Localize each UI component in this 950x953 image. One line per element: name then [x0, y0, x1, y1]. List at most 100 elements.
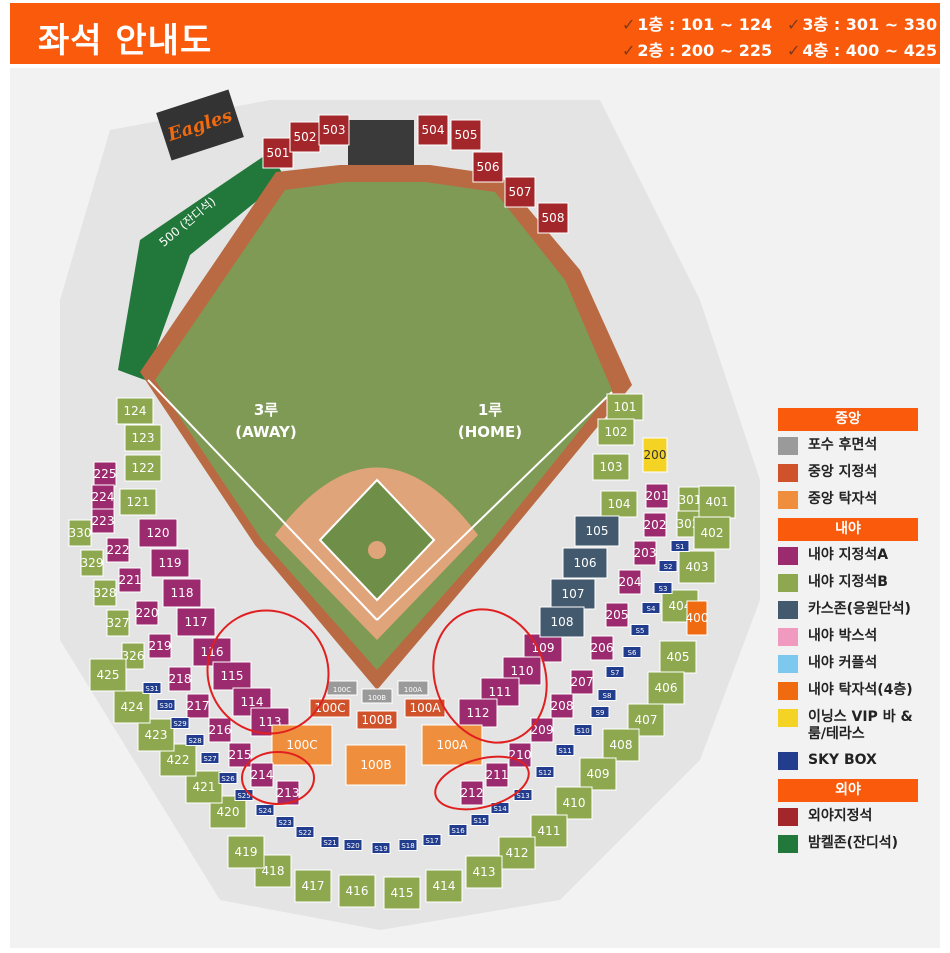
section-block[interactable]: [361, 688, 393, 704]
section-block[interactable]: [647, 671, 685, 705]
section-S26[interactable]: S26: [218, 772, 238, 784]
section-105[interactable]: 105: [574, 515, 620, 547]
section-block[interactable]: [605, 666, 625, 678]
section-block[interactable]: [465, 855, 503, 889]
section-block[interactable]: [562, 547, 608, 579]
section-block[interactable]: [276, 780, 300, 806]
section-block[interactable]: [458, 698, 498, 728]
section-block[interactable]: [618, 569, 642, 595]
section-222[interactable]: 222: [106, 537, 130, 563]
section-403[interactable]: 403: [678, 550, 716, 584]
section-block[interactable]: [116, 397, 154, 425]
section-block[interactable]: [295, 826, 315, 838]
section-block[interactable]: [383, 876, 421, 910]
bullpen-section-500[interactable]: [118, 152, 285, 380]
section-100A[interactable]: 100A: [404, 698, 446, 718]
section-201[interactable]: 201: [645, 483, 669, 509]
section-block[interactable]: [573, 724, 593, 736]
section-block[interactable]: [421, 724, 483, 766]
section-217[interactable]: 217: [186, 693, 210, 719]
section-108[interactable]: 108: [539, 606, 585, 638]
section-block[interactable]: [138, 518, 178, 548]
section-block[interactable]: [555, 744, 575, 756]
section-S17[interactable]: S17: [422, 834, 442, 846]
section-block[interactable]: [605, 602, 629, 628]
section-block[interactable]: [345, 744, 407, 786]
section-502[interactable]: 502: [289, 121, 321, 153]
section-328[interactable]: 328: [93, 579, 117, 607]
section-207[interactable]: 207: [570, 669, 594, 695]
section-416[interactable]: 416: [338, 874, 376, 908]
section-S5[interactable]: S5: [630, 624, 650, 636]
section-S28[interactable]: S28: [185, 734, 205, 746]
section-block[interactable]: [592, 453, 630, 481]
section-block[interactable]: [508, 742, 532, 768]
section-block[interactable]: [643, 512, 667, 538]
section-block[interactable]: [539, 606, 585, 638]
section-329[interactable]: 329: [80, 549, 104, 577]
section-116[interactable]: 116: [192, 637, 232, 667]
section-block[interactable]: [343, 839, 363, 851]
section-103[interactable]: 103: [592, 453, 630, 481]
section-100B[interactable]: 100B: [356, 710, 398, 730]
section-225[interactable]: 225: [93, 461, 117, 487]
section-100C[interactable]: 100C: [309, 698, 351, 718]
section-210[interactable]: 210: [508, 742, 532, 768]
section-block[interactable]: [356, 710, 398, 730]
section-221[interactable]: 221: [118, 567, 142, 593]
section-501[interactable]: 501: [262, 137, 294, 169]
section-S22[interactable]: S22: [295, 826, 315, 838]
section-block[interactable]: [590, 706, 610, 718]
section-S25[interactable]: S25: [234, 789, 254, 801]
section-block[interactable]: [504, 176, 536, 208]
section-405[interactable]: 405: [659, 640, 697, 674]
section-block[interactable]: [106, 609, 130, 637]
section-block[interactable]: [498, 836, 536, 870]
section-503[interactable]: 503: [318, 114, 350, 146]
section-block[interactable]: [597, 418, 635, 446]
section-block[interactable]: [485, 762, 509, 788]
section-block[interactable]: [630, 624, 650, 636]
section-block[interactable]: [162, 578, 202, 608]
section-408[interactable]: 408: [602, 728, 640, 762]
section-415[interactable]: 415: [383, 876, 421, 910]
section-120[interactable]: 120: [138, 518, 178, 548]
section-block[interactable]: [371, 842, 391, 854]
section-100C[interactable]: 100C: [326, 680, 358, 696]
section-401[interactable]: 401: [698, 485, 736, 519]
section-block[interactable]: [574, 515, 620, 547]
section-202[interactable]: 202: [643, 512, 667, 538]
section-417[interactable]: 417: [294, 869, 332, 903]
section-block[interactable]: [658, 560, 678, 572]
section-block[interactable]: [645, 483, 669, 509]
section-S31[interactable]: S31: [142, 682, 162, 694]
section-S23[interactable]: S23: [275, 816, 295, 828]
section-block[interactable]: [250, 762, 274, 788]
section-200[interactable]: 200: [642, 437, 668, 473]
section-block[interactable]: [530, 814, 568, 848]
section-block[interactable]: [338, 874, 376, 908]
section-203[interactable]: 203: [633, 540, 657, 566]
section-219[interactable]: 219: [148, 633, 172, 659]
section-block[interactable]: [150, 548, 190, 578]
section-400[interactable]: 400: [686, 600, 709, 636]
section-block[interactable]: [698, 485, 736, 519]
section-block[interactable]: [530, 717, 554, 743]
section-100A[interactable]: 100A: [421, 724, 483, 766]
section-104[interactable]: 104: [600, 490, 638, 518]
section-224[interactable]: 224: [91, 484, 115, 510]
section-block[interactable]: [590, 635, 614, 661]
section-119[interactable]: 119: [150, 548, 190, 578]
section-204[interactable]: 204: [618, 569, 642, 595]
section-508[interactable]: 508: [537, 202, 569, 234]
section-block[interactable]: [148, 633, 172, 659]
section-block[interactable]: [602, 728, 640, 762]
section-S13[interactable]: S13: [513, 789, 533, 801]
section-block[interactable]: [135, 600, 159, 626]
section-S11[interactable]: S11: [555, 744, 575, 756]
section-block[interactable]: [693, 516, 731, 550]
section-block[interactable]: [597, 689, 617, 701]
section-S6[interactable]: S6: [622, 646, 642, 658]
section-107[interactable]: 107: [550, 578, 596, 610]
section-block[interactable]: [425, 869, 463, 903]
